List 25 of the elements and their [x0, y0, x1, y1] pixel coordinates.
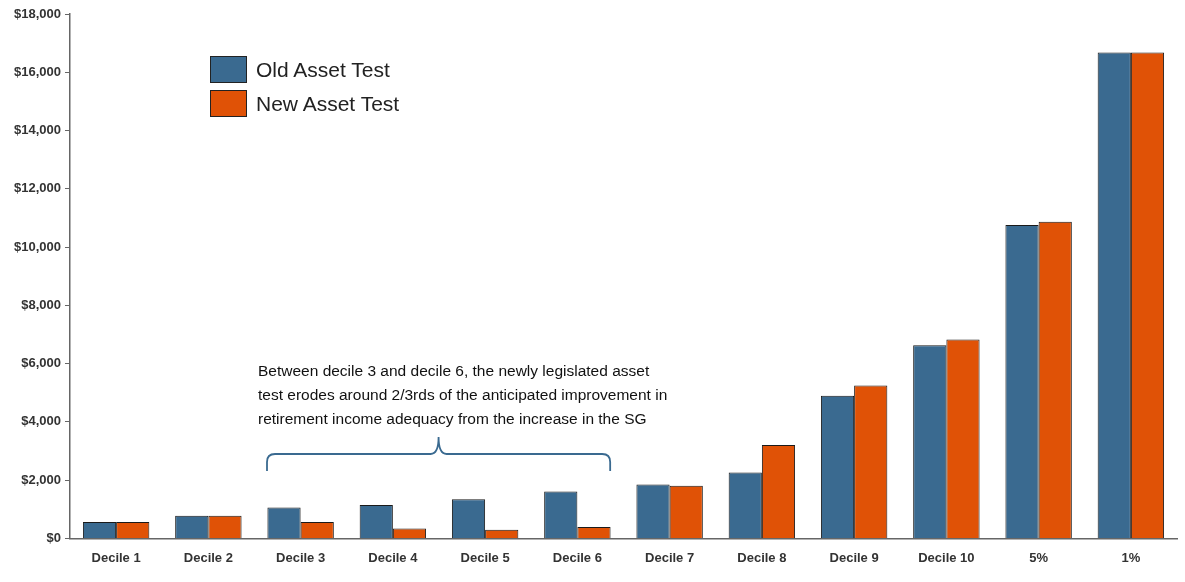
y-tick-label: $14,000: [13, 122, 61, 138]
annotation: Between decile 3 and decile 6, the newly legislated asset test erodes around 2/3rds of the anticipated improvement in retirement income adequacy from the increase in the SG: [258, 361, 669, 430]
x-tick-label: Decile 1: [91, 549, 141, 565]
y-tick-label: $6,000: [21, 355, 61, 371]
x-tick-label: 5%: [1029, 549, 1049, 565]
x-tick-label: Decile 6: [552, 549, 602, 565]
x-tick-label: Decile 4: [368, 549, 419, 565]
y-tick-label: $4,000: [21, 413, 61, 429]
legend-label: Old Asset Test: [255, 57, 390, 82]
y-tick-label: $12,000: [13, 180, 61, 196]
x-tick-label: Decile 2: [183, 549, 233, 565]
y-tick-label: $16,000: [13, 63, 61, 79]
x-tick-label: Decile 5: [460, 549, 510, 565]
x-tick-label: Decile 10: [918, 549, 975, 565]
y-tick-label: $10,000: [13, 238, 61, 254]
x-tick-label: 1%: [1121, 549, 1141, 565]
y-tick-label: $8,000: [21, 296, 61, 312]
x-tick-label: Decile 8: [737, 549, 787, 565]
y-tick-label: $18,000: [13, 5, 61, 21]
x-tick-label: Decile 3: [276, 549, 326, 565]
x-tick-label: Decile 7: [645, 549, 695, 565]
y-tick-label: $2,000: [21, 471, 61, 487]
y-tick-label: $0: [46, 529, 61, 545]
x-tick-label: Decile 9: [829, 549, 879, 565]
legend-label: New Asset Test: [255, 91, 400, 116]
